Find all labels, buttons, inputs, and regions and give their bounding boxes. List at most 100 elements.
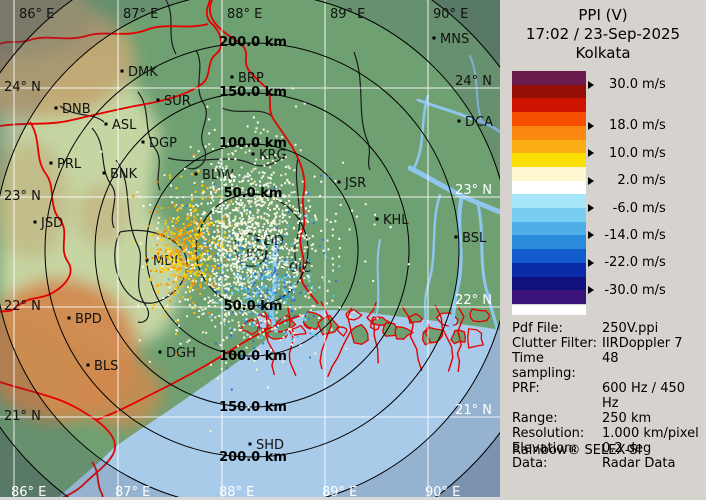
tick-value: 10.0 (609, 145, 638, 161)
city-label: SUR (164, 94, 191, 109)
svg-text:150.0 km: 150.0 km (219, 400, 287, 415)
radar-site-name: Kolkata (575, 44, 631, 62)
city-marker-dgp[interactable]: DGP (141, 136, 178, 151)
city-marker-khl[interactable]: KHL (375, 213, 410, 228)
core-echo-halo (100, 87, 410, 433)
city-marker-jsd[interactable]: JSD (33, 216, 64, 231)
city-dot (49, 161, 53, 165)
parameter-row: PRF: 600 Hz / 450 Hz (512, 381, 704, 411)
city-marker-dmk[interactable]: DMK (120, 65, 159, 80)
color-scale-segment (512, 222, 586, 235)
tick-arrow-icon (588, 121, 594, 130)
city-label: DGH (166, 346, 196, 361)
color-scale-segment (512, 208, 586, 222)
tick-value: -22.0 (604, 255, 638, 271)
tick-arrow-icon (588, 258, 594, 267)
color-scale-segment (512, 85, 586, 98)
city-marker-brp[interactable]: BRP (230, 71, 264, 86)
tick-unit: m/s (642, 145, 666, 161)
color-scale-segment (512, 71, 586, 85)
city-marker-krg[interactable]: KRG (251, 148, 287, 163)
city-dot (158, 350, 162, 354)
legend-tick: -6.0 m/s (588, 200, 666, 216)
svg-text:87° E: 87° E (123, 7, 158, 22)
terrain-shading (0, 0, 190, 428)
city-dot (248, 442, 252, 446)
city-marker-dgh[interactable]: DGH (158, 346, 196, 361)
color-scale-segment (512, 290, 586, 304)
svg-text:200.0 km: 200.0 km (219, 450, 287, 465)
city-marker-dnb[interactable]: DNB (54, 102, 91, 117)
parameter-value: IIRDoppler 7 (602, 336, 683, 351)
city-marker-mns[interactable]: MNS (432, 32, 470, 47)
color-scale-segment (512, 167, 586, 181)
svg-text:50.0 km: 50.0 km (224, 299, 283, 314)
svg-text:23° N: 23° N (455, 183, 492, 198)
tick-value: -30.0 (604, 282, 638, 298)
city-marker-bls[interactable]: BLS (86, 359, 119, 374)
city-marker-jsr[interactable]: JSR (337, 176, 367, 191)
svg-text:87° E: 87° E (115, 485, 150, 500)
city-label: BNK (110, 167, 138, 182)
legend-tick: 30.0 m/s (588, 77, 666, 93)
velocity-legend: 30.0 m/s 18.0 m/s 10.0 m/s 2.0 m/s -6.0 m/s -14.0 m… (512, 71, 702, 321)
tick-value: -14.0 (604, 227, 638, 243)
tick-value: 18.0 (609, 118, 638, 134)
city-label: DGP (149, 136, 177, 151)
color-scale-footer-strip (512, 305, 586, 315)
range-dim-overlay (0, 0, 510, 500)
map-bottom-edge (0, 497, 500, 500)
color-scale-segment (512, 235, 586, 249)
tick-unit: m/s (642, 173, 666, 189)
city-dot (251, 152, 255, 156)
city-marker-dca[interactable]: DCA (457, 115, 494, 130)
color-scale-segment (512, 112, 586, 126)
city-dot (104, 122, 108, 126)
svg-text:21° N: 21° N (4, 409, 41, 424)
city-label: MNS (440, 32, 469, 47)
city-marker-shd[interactable]: SHD (248, 438, 285, 453)
city-marker-bpd[interactable]: BPD (67, 312, 102, 327)
svg-text:200.0 km: 200.0 km (219, 35, 287, 50)
city-marker-bsl[interactable]: BSL (454, 231, 487, 246)
legend-tick: 10.0 m/s (588, 145, 666, 161)
parameter-row: Elevation: 0.2 deg (512, 441, 704, 456)
parameter-row: Time sampling: 48 (512, 351, 704, 381)
city-dot (375, 217, 379, 221)
city-marker-sur[interactable]: SUR (156, 94, 191, 109)
city-marker-bnk[interactable]: BNK (102, 167, 138, 182)
city-dot (54, 106, 58, 110)
parameter-value: Radar Data (602, 456, 676, 471)
city-dot (457, 119, 461, 123)
city-label: JSR (344, 176, 366, 191)
parameter-label: Clutter Filter: (512, 336, 597, 351)
city-label: BPD (75, 312, 102, 327)
panel-title-block: PPI (V) 17:02 / 23-Sep-2025 Kolkata (500, 6, 706, 63)
city-dot (86, 363, 90, 367)
tick-value: 30.0 (609, 77, 638, 93)
grid-labels: 86° E 86° E 87° E 87° E 88° E 88° E 89° E 89° E… (4, 7, 492, 500)
city-label: KHL (383, 213, 409, 228)
city-marker-prl[interactable]: PRL (49, 157, 82, 172)
svg-text:24° N: 24° N (455, 74, 492, 89)
city-marker-asl[interactable]: ASL (104, 118, 138, 133)
city-dot (156, 98, 160, 102)
west-echo-yellow (132, 153, 233, 355)
parameter-row: Range: 250 km (512, 411, 704, 426)
svg-text:22° N: 22° N (4, 299, 41, 314)
info-panel: PPI (V) 17:02 / 23-Sep-2025 Kolkata 30.0… (500, 0, 706, 500)
legend-tick: -22.0 m/s (588, 255, 666, 271)
tick-unit: m/s (642, 200, 666, 216)
parameter-label: Resolution: (512, 426, 585, 441)
city-label: ASL (112, 118, 137, 133)
svg-text:21° N: 21° N (455, 403, 492, 418)
parameter-label: Pdf File: (512, 321, 563, 336)
radar-map[interactable]: MNS DMK BRP SUR DNB ASL DCA DGP KRG PRL BNK BDW JSR K… (0, 0, 561, 500)
svg-text:86° E: 86° E (11, 485, 46, 500)
color-scale-segment (512, 181, 586, 194)
parameter-row: Data: Radar Data (512, 456, 704, 471)
scan-timestamp: 17:02 / 23-Sep-2025 (525, 25, 681, 43)
legend-tick: 2.0 m/s (588, 173, 666, 189)
